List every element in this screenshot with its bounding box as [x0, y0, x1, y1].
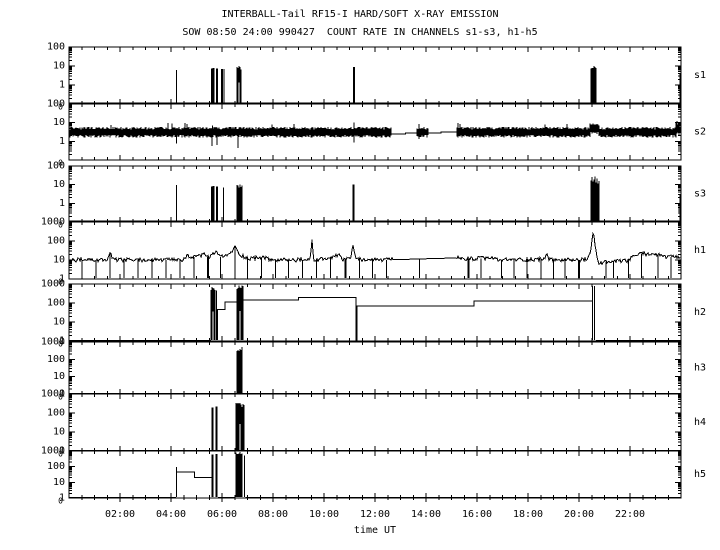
channel-label: s3: [694, 189, 706, 200]
y-tick-label: 1: [59, 136, 65, 147]
axis-ticks: [69, 165, 681, 223]
panel-frame: [68, 393, 682, 452]
data-trace: [69, 179, 681, 222]
panel-frame: [68, 46, 682, 105]
y-tick-label: 10: [53, 255, 65, 266]
axis-ticks: [69, 341, 681, 395]
y-tick-label: 1000: [41, 217, 65, 228]
y-axis-zero-artifact: 0: [58, 393, 63, 402]
x-tick-label: 12:00: [360, 509, 390, 520]
channel-label: h4: [694, 417, 706, 428]
y-axis-zero-artifact: 0: [58, 103, 63, 112]
y-tick-label: 1000: [41, 389, 65, 400]
channel-label: h3: [694, 363, 706, 374]
y-tick-label: 100: [47, 461, 65, 472]
y-tick-label: 1: [59, 389, 65, 400]
y-tick-label: 1000: [41, 446, 65, 457]
x-axis-title: time UT: [354, 525, 396, 536]
y-tick-label: 10: [53, 117, 65, 128]
y-axis-zero-artifact: 0: [58, 450, 63, 459]
y-tick-label: 100: [47, 297, 65, 308]
telemetry-gap-spikes: [81, 247, 672, 278]
x-tick-label: 08:00: [258, 509, 288, 520]
telemetry-gap-spikes-thick: [206, 256, 580, 278]
y-tick-label: 10: [53, 60, 65, 71]
y-tick-label: 100: [47, 99, 65, 110]
y-tick-label: 1: [59, 274, 65, 285]
axis-ticks: [69, 283, 681, 342]
channel-label: h2: [694, 307, 706, 318]
x-tick-label: 06:00: [207, 509, 237, 520]
x-tick-label: 02:00: [105, 509, 135, 520]
y-tick-label: 1: [59, 198, 65, 209]
y-tick-label: 10: [53, 179, 65, 190]
channel-label: h1: [694, 245, 706, 256]
channel-label: s2: [694, 127, 706, 138]
x-tick-label: 18:00: [513, 509, 543, 520]
x-tick-label: 22:00: [615, 509, 645, 520]
panel-frame: [68, 221, 682, 280]
y-tick-label: 1000: [41, 337, 65, 348]
y-axis-zero-artifact: 0: [58, 340, 63, 349]
x-tick-label: 10:00: [309, 509, 339, 520]
data-trace: [69, 452, 681, 498]
y-tick-label: 10: [53, 427, 65, 438]
axis-ticks: [69, 46, 681, 105]
y-tick-label: 10: [53, 371, 65, 382]
x-tick-label: 04:00: [156, 509, 186, 520]
data-trace: [69, 346, 681, 394]
x-tick-label: 16:00: [462, 509, 492, 520]
panel-frame: [68, 165, 682, 223]
panel-frame: [68, 283, 682, 342]
x-tick-label: 14:00: [411, 509, 441, 520]
data-trace: [69, 402, 681, 451]
y-tick-label: 100: [47, 42, 65, 53]
y-axis-zero-artifact: 0: [58, 278, 63, 287]
y-tick-label: 10: [53, 317, 65, 328]
chart-title: INTERBALL-Tail RF15-I HARD/SOFT X-RAY EM…: [221, 9, 499, 20]
noisy-rate-line: [70, 232, 681, 266]
y-axis-zero-artifact: 0: [58, 159, 63, 168]
y-tick-label: 100: [47, 235, 65, 246]
chart-subtitle: SOW 08:50 24:00 990427 COUNT RATE IN CHA…: [182, 27, 538, 38]
channel-label: s1: [694, 70, 706, 81]
y-tick-label: 1: [59, 446, 65, 457]
y-axis-zero-artifact: 0: [58, 221, 63, 230]
axis-ticks: [69, 450, 681, 502]
axis-ticks: [69, 221, 681, 280]
y-tick-label: 100: [47, 354, 65, 365]
panel-frame: [68, 341, 682, 395]
y-axis-zero-artifact: 0: [58, 497, 63, 506]
data-trace: [68, 121, 682, 148]
y-tick-label: 100: [47, 161, 65, 172]
panel-frame: [68, 450, 682, 499]
channel-label: h5: [694, 469, 706, 480]
axis-ticks: [69, 393, 681, 452]
y-tick-label: 1: [59, 493, 65, 504]
y-tick-label: 100: [47, 407, 65, 418]
y-tick-label: 10: [53, 477, 65, 488]
data-trace: [69, 285, 681, 341]
x-tick-label: 20:00: [564, 509, 594, 520]
y-tick-label: 1000: [41, 279, 65, 290]
y-tick-label: 1: [59, 80, 65, 91]
data-trace: [69, 65, 681, 104]
y-tick-label: 1: [59, 336, 65, 347]
